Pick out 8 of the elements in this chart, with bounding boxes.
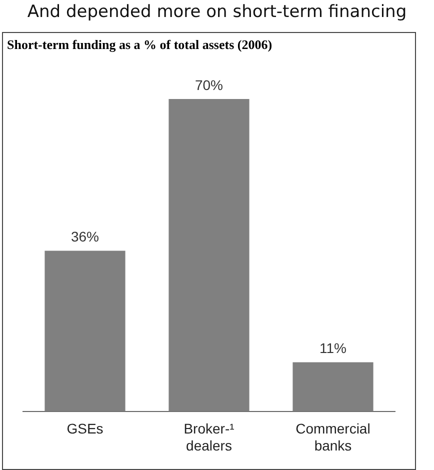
x-tick-label: Broker-¹ dealers (184, 420, 235, 454)
data-label: 36% (70, 228, 100, 245)
data-label: 11% (320, 340, 346, 356)
chart-subtitle: Short-term funding as a % of total assets (2006) (7, 37, 272, 53)
data-label: 70% (194, 76, 224, 93)
chart-title: And depended more on short-term financing (26, 2, 408, 22)
x-tick-label: Commercial banks (296, 420, 370, 454)
x-tick-label: GSEs (66, 420, 104, 437)
